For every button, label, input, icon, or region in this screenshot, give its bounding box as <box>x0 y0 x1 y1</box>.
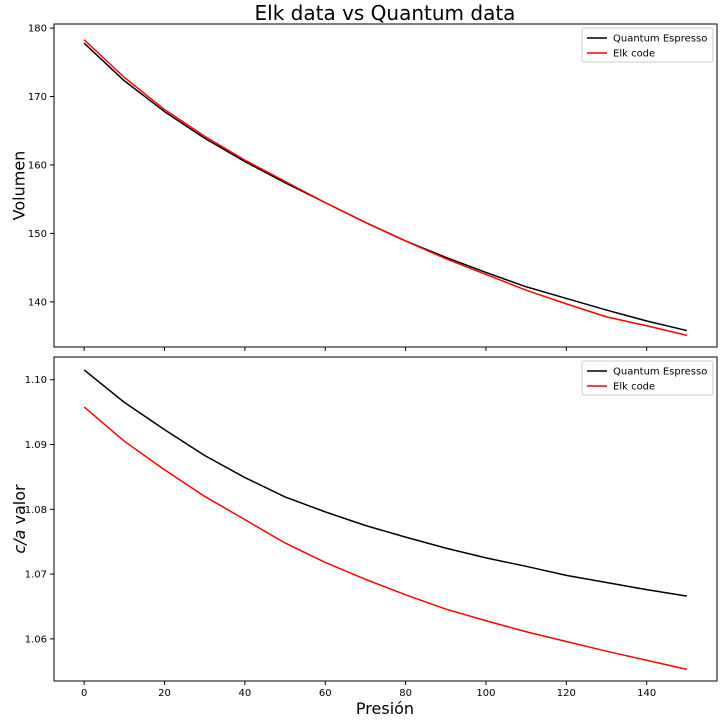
x-tick-label: 120 <box>557 688 576 699</box>
ca-legend-label-quantum: Quantum Espresso <box>613 367 707 378</box>
volume-legend-label-quantum: Quantum Espresso <box>613 34 707 45</box>
y-tick-label: 1.09 <box>25 440 47 451</box>
ca-y-axis-label: c/a valor <box>10 484 29 554</box>
volume-legend: Quantum Espresso Elk code <box>581 27 714 63</box>
volume-x-axis-ticks <box>83 347 648 351</box>
volume-legend-box <box>581 27 714 63</box>
x-tick-label: 140 <box>637 688 656 699</box>
x-tick-label: 100 <box>476 688 495 699</box>
ca-y-axis: 1.06 1.07 1.08 1.09 1.10 <box>25 375 54 645</box>
y-tick-label: 180 <box>28 24 47 35</box>
y-tick-label: 1.08 <box>25 505 47 516</box>
chart-title: Elk data vs Quantum data <box>255 1 516 25</box>
x-tick-label: 0 <box>81 688 87 699</box>
ca-legend-box <box>581 360 714 396</box>
ca-y-axis-label-rest: valor <box>10 484 29 530</box>
y-tick-label: 140 <box>28 297 47 308</box>
ca-plot-frame <box>53 356 718 682</box>
volume-panel: 140 150 160 170 180 Volumen Quantum Espresso… <box>10 23 718 351</box>
ca-legend-label-elk: Elk code <box>613 382 655 393</box>
ca-panel: 1.061.071.081.091.10 0 20 40 60 80 100 120 140 … <box>10 356 718 699</box>
y-tick-label: 170 <box>28 92 47 103</box>
volume-plot-frame <box>53 23 718 348</box>
ca-x-axis: 0 20 40 60 80 100 120 140 <box>81 681 656 699</box>
y-tick-label: 160 <box>28 160 47 171</box>
volume-y-axis: 140 150 160 170 180 <box>28 24 54 308</box>
series-line-elk-code <box>83 406 688 671</box>
x-tick-label: 20 <box>158 688 171 699</box>
x-tick-label: 60 <box>319 688 332 699</box>
x-axis-label: Presión <box>356 699 414 718</box>
ca-legend: Quantum Espresso Elk code <box>581 360 714 396</box>
series-line-quantum-espresso <box>83 369 687 597</box>
ca-y-axis-label-ratio: c/a <box>10 530 29 554</box>
volume-y-axis-label: Volumen <box>10 151 29 221</box>
y-tick-label: 1.07 <box>25 570 47 581</box>
volume-legend-label-elk: Elk code <box>613 49 655 60</box>
ca-series-lines <box>83 369 688 671</box>
series-line-elk-code <box>83 39 688 337</box>
y-tick-label: 1.10 <box>25 375 47 386</box>
series-line-quantum-espresso <box>83 42 688 332</box>
x-tick-label: 40 <box>238 688 251 699</box>
y-tick-label: 150 <box>28 229 47 240</box>
volume-series-lines <box>83 39 688 337</box>
y-tick-label: 1.06 <box>25 634 47 645</box>
x-tick-label: 80 <box>399 688 412 699</box>
